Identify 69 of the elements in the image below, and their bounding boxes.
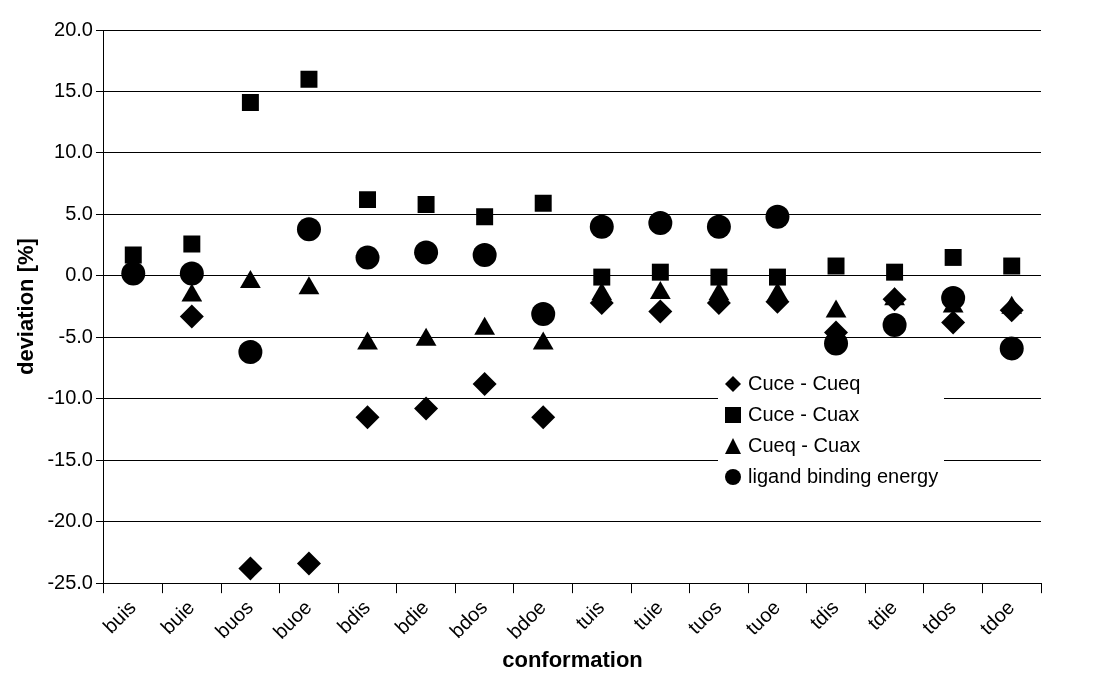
point bbox=[944, 248, 962, 266]
point bbox=[296, 551, 321, 576]
point bbox=[238, 556, 263, 581]
x-tick-label: tdoe bbox=[975, 595, 1019, 639]
point bbox=[238, 340, 263, 365]
point bbox=[472, 372, 497, 397]
point bbox=[183, 235, 201, 253]
point bbox=[593, 268, 611, 286]
point bbox=[179, 261, 204, 286]
y-tick-label: -10.0 bbox=[47, 386, 93, 409]
point bbox=[355, 245, 380, 270]
legend-label: ligand binding energy bbox=[748, 465, 939, 488]
point bbox=[706, 214, 731, 239]
legend-label: Cuce - Cuax bbox=[748, 403, 860, 426]
y-tick-label: -15.0 bbox=[47, 447, 93, 470]
point bbox=[648, 210, 673, 235]
point bbox=[765, 204, 790, 229]
x-tick-label: tdis bbox=[805, 595, 843, 634]
x-tick-label: tuoe bbox=[741, 595, 785, 639]
x-tick-label: tuis bbox=[570, 595, 609, 634]
point bbox=[124, 246, 142, 264]
point bbox=[534, 194, 552, 212]
point bbox=[414, 396, 439, 421]
point bbox=[414, 240, 439, 265]
x-tick-label: buie bbox=[156, 595, 199, 639]
legend-label: Cueq - Cuax bbox=[748, 434, 861, 457]
point bbox=[355, 405, 380, 430]
point bbox=[882, 287, 907, 312]
point bbox=[531, 405, 556, 430]
y-axis-title: deviation [%] bbox=[13, 238, 39, 376]
point bbox=[121, 261, 146, 286]
point bbox=[648, 299, 673, 324]
x-tick-label: tdie bbox=[862, 595, 902, 635]
y-tick-label: -25.0 bbox=[47, 570, 93, 593]
y-tick-label: 5.0 bbox=[65, 201, 93, 224]
x-tick-label: buis bbox=[98, 595, 140, 638]
y-tick-label: 15.0 bbox=[54, 78, 93, 101]
x-tick-label: tdos bbox=[917, 595, 960, 639]
y-tick-label: 20.0 bbox=[54, 17, 93, 40]
point bbox=[999, 336, 1024, 361]
point bbox=[296, 217, 321, 242]
point bbox=[827, 257, 845, 275]
point bbox=[768, 268, 786, 286]
point bbox=[241, 94, 259, 112]
point bbox=[999, 298, 1024, 323]
x-tick-label: tuos bbox=[683, 595, 726, 639]
point bbox=[531, 301, 556, 326]
x-tick-label: bdie bbox=[390, 595, 433, 639]
point bbox=[589, 214, 614, 239]
point bbox=[651, 263, 669, 281]
point bbox=[941, 310, 966, 335]
point bbox=[179, 304, 204, 329]
point bbox=[710, 268, 728, 286]
point bbox=[300, 70, 318, 88]
x-tick-label: bdis bbox=[332, 595, 375, 638]
x-axis-title: conformation bbox=[502, 646, 643, 672]
y-tick-label: 0.0 bbox=[65, 263, 93, 286]
point bbox=[1003, 257, 1021, 275]
point bbox=[417, 196, 435, 214]
legend-label: Cuce - Cueq bbox=[748, 372, 861, 395]
y-tick-label: -5.0 bbox=[58, 324, 93, 347]
x-tick-label: tuie bbox=[628, 595, 668, 635]
point bbox=[472, 242, 497, 267]
point bbox=[886, 263, 904, 281]
point bbox=[882, 313, 907, 338]
point bbox=[476, 208, 494, 226]
point bbox=[359, 191, 377, 209]
y-tick-label: 10.0 bbox=[54, 140, 93, 163]
y-tick-label: -20.0 bbox=[47, 509, 93, 532]
